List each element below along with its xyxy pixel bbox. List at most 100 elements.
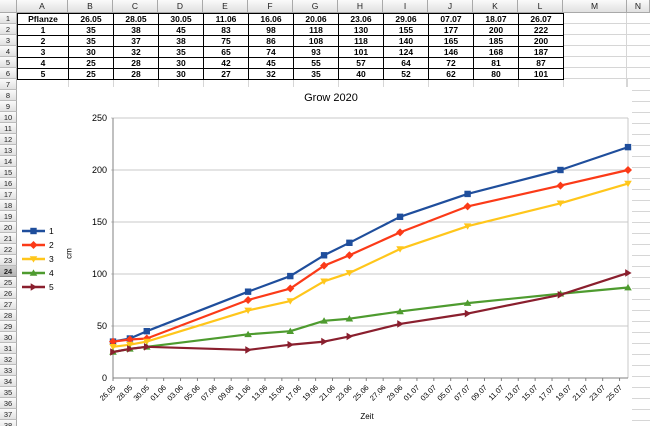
row-header-17[interactable]: 17 <box>0 189 17 200</box>
row-header-28[interactable]: 28 <box>0 310 17 321</box>
cell[interactable]: 74 <box>248 46 294 58</box>
column-header-A[interactable]: A <box>17 0 68 13</box>
cell[interactable]: 187 <box>518 46 564 58</box>
cell[interactable]: 35 <box>68 24 114 36</box>
cell[interactable]: 28 <box>113 57 159 69</box>
cell[interactable]: 93 <box>293 46 339 58</box>
row-header-11[interactable]: 11 <box>0 123 17 134</box>
cell[interactable]: 168 <box>473 46 519 58</box>
cell[interactable]: 75 <box>203 35 249 47</box>
cell[interactable]: 52 <box>383 68 429 80</box>
cell[interactable]: 32 <box>113 46 159 58</box>
column-header-B[interactable]: B <box>68 0 113 13</box>
cell[interactable]: 140 <box>383 35 429 47</box>
cell[interactable]: 5 <box>17 68 69 80</box>
cell[interactable]: 42 <box>203 57 249 69</box>
row-header-18[interactable]: 18 <box>0 200 17 211</box>
cell[interactable]: 26.05 <box>68 13 114 25</box>
cell[interactable]: 65 <box>203 46 249 58</box>
cell[interactable]: 30 <box>158 68 204 80</box>
cell[interactable]: 37 <box>113 35 159 47</box>
row-header-36[interactable]: 36 <box>0 398 17 409</box>
cell[interactable]: 28 <box>113 68 159 80</box>
row-header-14[interactable]: 14 <box>0 156 17 167</box>
cell[interactable]: 38 <box>158 35 204 47</box>
cell[interactable]: 32 <box>248 68 294 80</box>
row-header-34[interactable]: 34 <box>0 376 17 387</box>
row-header-22[interactable]: 22 <box>0 244 17 255</box>
embedded-chart[interactable]: 0 50 100 150 200 250 26.05 28.05 30.05 01.06 03.06… <box>18 87 632 426</box>
cell[interactable]: 64 <box>383 57 429 69</box>
cell[interactable]: 16.06 <box>248 13 294 25</box>
cell[interactable]: 165 <box>428 35 474 47</box>
row-header-23[interactable]: 23 <box>0 255 17 266</box>
cell[interactable]: 30.05 <box>158 13 204 25</box>
cell[interactable]: 81 <box>473 57 519 69</box>
row-header-20[interactable]: 20 <box>0 222 17 233</box>
cell[interactable]: 1 <box>17 24 69 36</box>
cell[interactable]: 45 <box>248 57 294 69</box>
row-header-35[interactable]: 35 <box>0 387 17 398</box>
row-header-33[interactable]: 33 <box>0 365 17 376</box>
cell[interactable]: 185 <box>473 35 519 47</box>
cell[interactable]: 146 <box>428 46 474 58</box>
cell[interactable]: 101 <box>518 68 564 80</box>
cell[interactable]: 20.06 <box>293 13 339 25</box>
column-header-I[interactable]: I <box>383 0 428 13</box>
cell[interactable]: 25 <box>68 57 114 69</box>
cell[interactable]: 108 <box>293 35 339 47</box>
row-header-19[interactable]: 19 <box>0 211 17 222</box>
row-header-9[interactable]: 9 <box>0 101 17 112</box>
row-header-25[interactable]: 25 <box>0 277 17 288</box>
row-header-10[interactable]: 10 <box>0 112 17 123</box>
cell[interactable]: 2 <box>17 35 69 47</box>
cell[interactable]: 3 <box>17 46 69 58</box>
cell[interactable]: 35 <box>158 46 204 58</box>
cell[interactable]: 200 <box>518 35 564 47</box>
cell[interactable]: 25 <box>68 68 114 80</box>
cell[interactable]: 27 <box>203 68 249 80</box>
cell[interactable]: 23.06 <box>338 13 384 25</box>
column-header-H[interactable]: H <box>338 0 383 13</box>
cell[interactable]: 30 <box>158 57 204 69</box>
row-header-24[interactable]: 24 <box>0 266 17 277</box>
cell[interactable]: 30 <box>68 46 114 58</box>
cell[interactable]: 35 <box>293 68 339 80</box>
cell[interactable]: 40 <box>338 68 384 80</box>
row-header-30[interactable]: 30 <box>0 332 17 343</box>
cell[interactable]: 28.05 <box>113 13 159 25</box>
cell[interactable]: 118 <box>338 35 384 47</box>
cell[interactable]: 155 <box>383 24 429 36</box>
cell[interactable]: 55 <box>293 57 339 69</box>
column-header-C[interactable]: C <box>113 0 158 13</box>
row-header-27[interactable]: 27 <box>0 299 17 310</box>
cell[interactable]: 62 <box>428 68 474 80</box>
row-header-6[interactable]: 6 <box>0 68 17 79</box>
row-header-37[interactable]: 37 <box>0 409 17 420</box>
cell[interactable]: 26.07 <box>518 13 564 25</box>
cell[interactable]: 86 <box>248 35 294 47</box>
cell[interactable]: 118 <box>293 24 339 36</box>
column-header-K[interactable]: K <box>473 0 518 13</box>
cell[interactable]: 18.07 <box>473 13 519 25</box>
row-header-2[interactable]: 2 <box>0 24 17 35</box>
column-header-J[interactable]: J <box>428 0 473 13</box>
row-header-3[interactable]: 3 <box>0 35 17 46</box>
row-header-13[interactable]: 13 <box>0 145 17 156</box>
cell[interactable]: 200 <box>473 24 519 36</box>
row-header-16[interactable]: 16 <box>0 178 17 189</box>
cell[interactable]: 177 <box>428 24 474 36</box>
cell[interactable]: 98 <box>248 24 294 36</box>
cell[interactable]: 57 <box>338 57 384 69</box>
row-header-38[interactable]: 38 <box>0 420 17 426</box>
cell[interactable]: 83 <box>203 24 249 36</box>
row-header-4[interactable]: 4 <box>0 46 17 57</box>
row-header-32[interactable]: 32 <box>0 354 17 365</box>
cell[interactable]: 130 <box>338 24 384 36</box>
cell[interactable]: 124 <box>383 46 429 58</box>
cell[interactable]: 222 <box>518 24 564 36</box>
row-header-7[interactable]: 7 <box>0 79 17 90</box>
cell[interactable]: Pflanze <box>17 13 69 25</box>
select-all-corner[interactable] <box>0 0 17 13</box>
column-header-D[interactable]: D <box>158 0 203 13</box>
